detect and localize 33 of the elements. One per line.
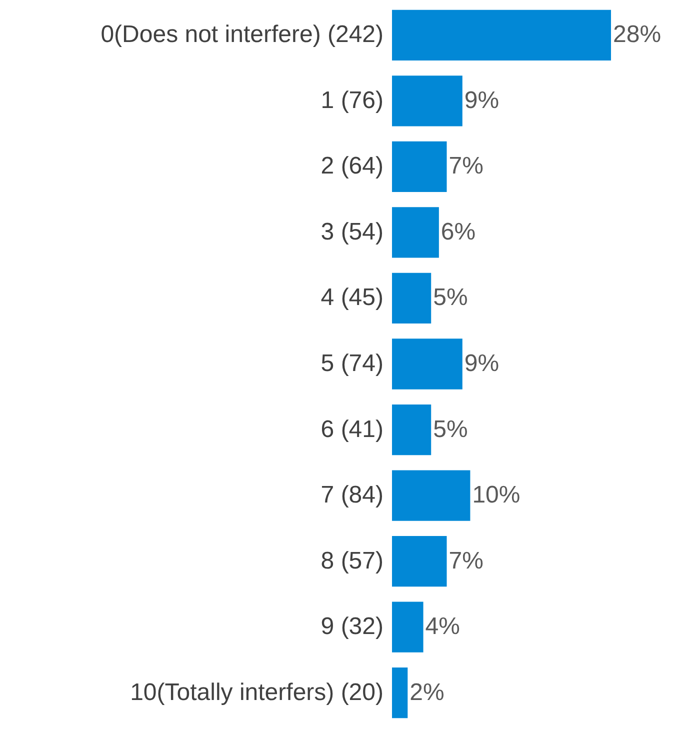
bar bbox=[392, 470, 470, 521]
y-tick-label: 7 (84) bbox=[320, 482, 384, 509]
data-label: 28% bbox=[613, 21, 662, 48]
y-tick-label: 1 (76) bbox=[320, 86, 384, 114]
bar bbox=[392, 207, 439, 258]
bar bbox=[392, 338, 462, 390]
y-tick-label: 2 (64) bbox=[320, 152, 384, 180]
bar bbox=[392, 602, 424, 652]
bar bbox=[392, 10, 611, 61]
bar bbox=[392, 536, 447, 587]
data-label: 7% bbox=[448, 152, 484, 180]
data-label: 5% bbox=[433, 284, 468, 312]
data-label: 9% bbox=[464, 86, 500, 114]
data-label: 2% bbox=[410, 678, 444, 706]
y-tick-label: 10(Totally interfers) (20) bbox=[130, 678, 384, 706]
data-label: 7% bbox=[448, 547, 484, 574]
y-tick-label: 8 (57) bbox=[320, 547, 384, 574]
y-tick-label: 9 (32) bbox=[320, 613, 384, 640]
y-tick-label: 5 (74) bbox=[320, 350, 384, 377]
data-label: 6% bbox=[440, 218, 476, 246]
bar bbox=[392, 272, 432, 324]
bar bbox=[392, 667, 408, 718]
bar bbox=[392, 76, 462, 126]
bar bbox=[392, 404, 432, 456]
bar bbox=[392, 141, 447, 192]
y-tick-label: 6 (41) bbox=[320, 416, 384, 443]
data-label: 5% bbox=[433, 416, 468, 443]
y-tick-label: 0(Does not interfere) (242) bbox=[100, 21, 384, 48]
data-label: 10% bbox=[472, 482, 520, 509]
y-tick-label: 3 (54) bbox=[320, 218, 384, 246]
data-label: 9% bbox=[464, 350, 500, 377]
data-label: 4% bbox=[425, 613, 460, 640]
y-tick-label: 4 (45) bbox=[320, 284, 384, 312]
